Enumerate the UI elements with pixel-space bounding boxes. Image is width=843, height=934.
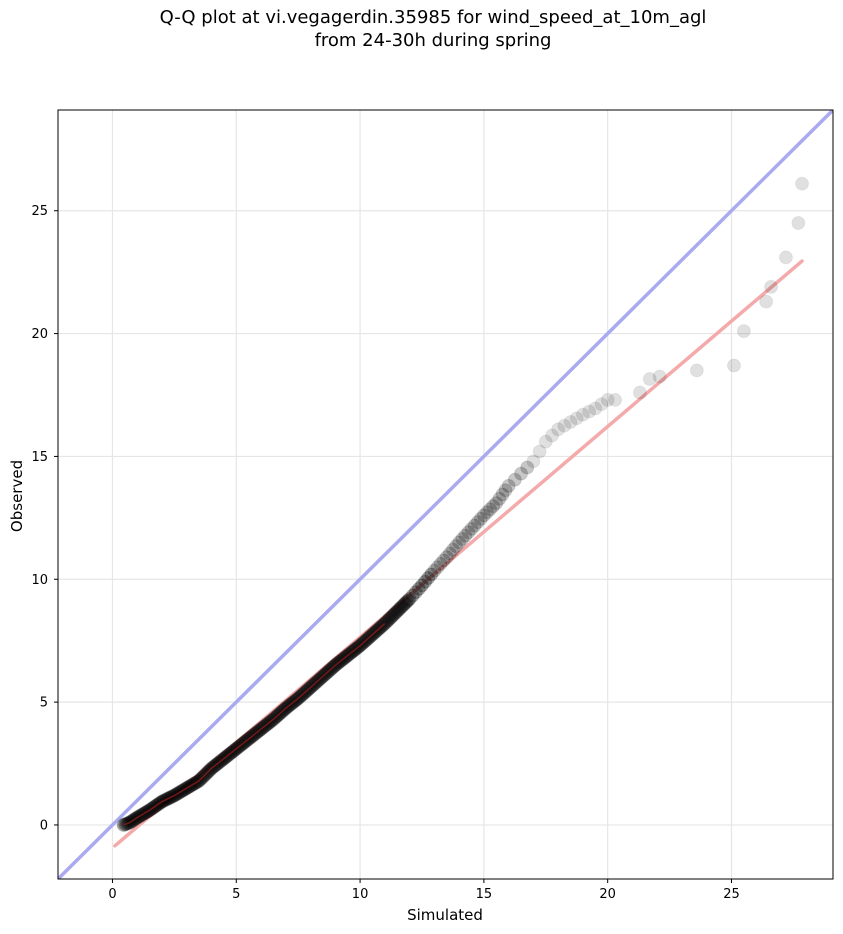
quantile-point [544,428,559,443]
quantile-point [507,472,522,487]
quantile-point [442,546,457,561]
quantile-point [430,560,445,575]
quantile-point [526,454,541,469]
quantile-point [575,407,590,422]
quantile-point [385,608,400,623]
quantile-point [538,434,553,449]
quantile-point [421,571,436,586]
y-axis: 0 5 10 15 20 25 [31,204,58,833]
quantile-point [764,279,779,294]
quantile-point [401,593,416,608]
fit-line [113,259,804,848]
x-tick-label: 15 [476,887,493,902]
quantile-point [582,404,597,419]
quantile-point [464,521,479,536]
quantile-point [759,294,774,309]
quantile-point [600,392,615,407]
y-axis-label: Observed [8,460,26,532]
quantile-point [652,369,667,384]
one-to-one-line [58,110,833,879]
quantile-point [411,581,426,596]
quantile-point [390,604,405,619]
quantile-point [418,574,433,589]
quantile-point [414,578,429,593]
quantile-point [551,422,566,437]
quantile-point [791,216,806,231]
quantile-point [569,411,584,426]
quantile-point [391,602,406,617]
x-tick-label: 10 [352,887,369,902]
quantile-point [514,466,529,481]
quantile-point [445,542,460,557]
quantile-point [470,515,485,530]
y-tick-label: 10 [31,573,48,588]
x-axis-label: Simulated [407,906,483,924]
x-tick-label: 25 [723,887,740,902]
quantile-point [384,610,399,625]
x-tick-label: 0 [108,887,116,902]
quantile-point [424,567,439,582]
quantile-point [455,532,470,547]
quantile-point [396,598,411,613]
y-tick-label: 0 [40,818,48,833]
quantile-point [393,601,408,616]
quantile-point [397,596,412,611]
y-tick-label: 5 [40,696,48,711]
quantile-point [436,553,451,568]
quantile-point [557,418,572,433]
quantile-point [520,460,535,475]
quantile-point [427,563,442,578]
quantile-point [449,539,464,554]
quantile-point [387,607,402,622]
quantile-point [489,496,504,511]
quantile-point [439,550,454,565]
quantile-point [483,502,498,517]
quantile-point [116,817,131,832]
quantile-point [642,372,657,387]
quantile-point [563,415,578,430]
quantile-point [486,499,501,514]
quantile-point [408,585,423,600]
quantile-point [405,588,420,603]
x-axis: 0 5 10 15 20 25 [108,879,740,902]
quantile-points [116,176,810,832]
quantile-point [452,535,467,550]
quantile-point [382,611,397,626]
y-tick-label: 15 [31,450,48,465]
quantile-point [632,385,647,400]
quantile-point [689,363,704,378]
quantile-point [495,487,510,502]
quantile-point [498,483,513,498]
quantile-point [726,358,741,373]
quantile-point [458,528,473,543]
quantile-point [588,401,603,416]
quantile-point [479,505,494,520]
grid [58,110,833,879]
quantile-point [402,591,417,606]
quantile-point [473,511,488,526]
quantile-point [388,605,403,620]
quantile-point [594,397,609,412]
quantile-point [461,525,476,540]
y-tick-label: 25 [31,204,48,219]
quantile-point [467,518,482,533]
quantile-point [736,324,751,339]
dense-quantile-trace [123,622,386,826]
quantile-point [501,478,516,493]
quantile-point [492,491,507,506]
plot-frame [57,109,834,880]
quantile-point [795,176,810,191]
x-tick-label: 20 [599,887,616,902]
quantile-point [433,556,448,571]
chart-title: Q-Q plot at vi.vegagerdin.35985 for wind… [159,7,707,51]
quantile-point [532,444,547,459]
quantile-point [608,392,623,407]
quantile-point [778,250,793,265]
quantile-point [399,594,414,609]
quantile-point [476,508,491,523]
quantile-point [394,599,409,614]
x-tick-label: 5 [232,887,240,902]
y-tick-label: 20 [31,327,48,342]
